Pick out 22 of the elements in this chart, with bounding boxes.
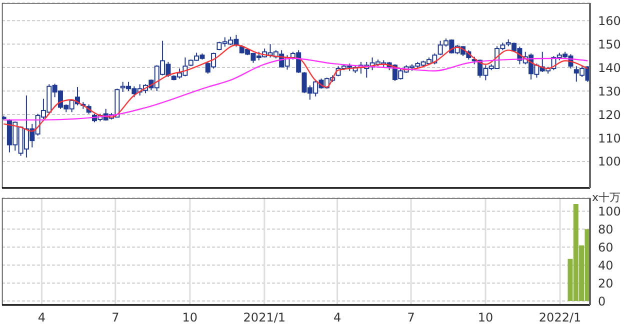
x-tick-label: 7 (407, 310, 415, 325)
x-tick-label: 10 (478, 310, 494, 325)
y-tick-label: 130 (598, 84, 621, 98)
x-tick-label: 2021/1 (243, 310, 286, 325)
y-tick-label: 100 (598, 204, 621, 218)
y-tick-label: 40 (598, 258, 614, 272)
y-tick-label: 150 (598, 37, 621, 52)
x-tick-label: 4 (333, 310, 342, 325)
y-tick-label: 20 (598, 276, 614, 290)
x-tick-label: 10 (182, 310, 198, 325)
y-tick-label: 120 (598, 108, 621, 122)
y-tick-label: 0 (598, 294, 606, 308)
y-tick-label: 160 (598, 14, 621, 28)
y-tick-label: 110 (598, 131, 621, 146)
y-tick-label: 60 (598, 240, 614, 254)
x-tick-label: 4 (38, 310, 46, 325)
y-axis-title: x十万 (592, 190, 621, 205)
y-tick-label: 100 (598, 154, 621, 169)
y-tick-label: 140 (598, 60, 621, 75)
x-tick-label: 7 (112, 310, 120, 325)
x-tick-label: 2022/1 (538, 310, 582, 325)
y-tick-label: 80 (598, 222, 614, 236)
